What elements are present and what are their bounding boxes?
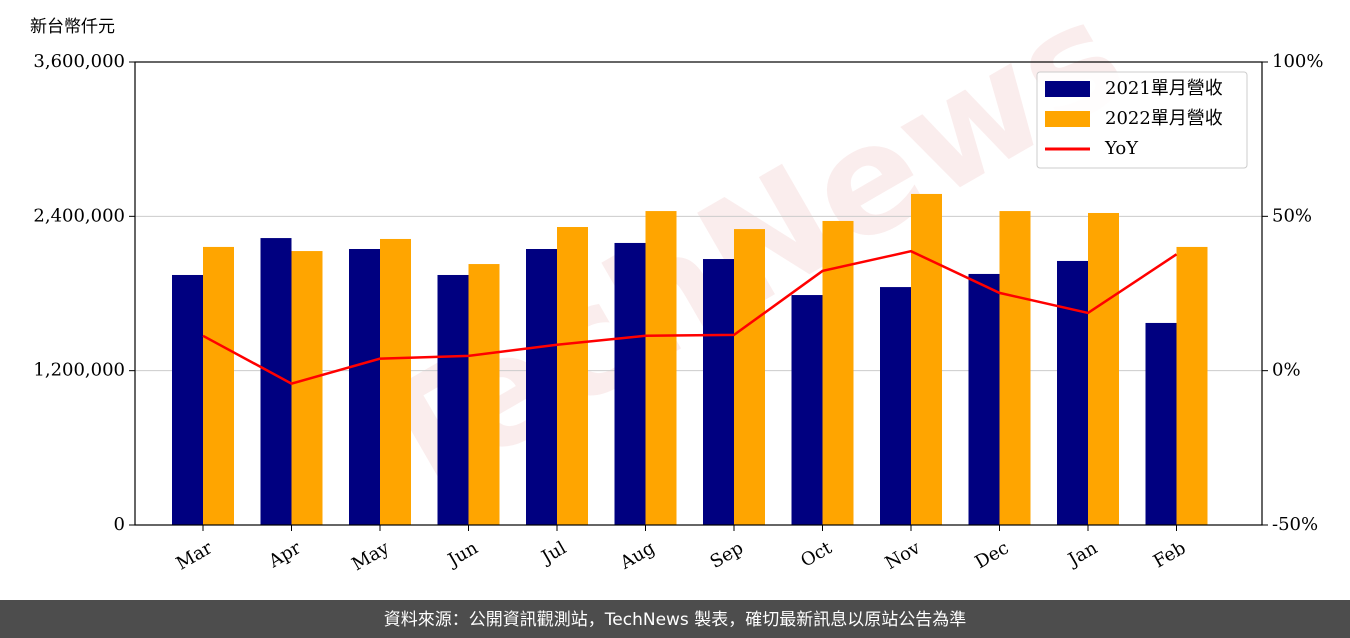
- bar: [1145, 322, 1177, 525]
- y-tick-label: 1,200,000: [33, 360, 125, 381]
- x-tick-label: Apr: [264, 537, 304, 572]
- y-tick-label: 0: [114, 514, 125, 535]
- plot-frame: [134, 61, 1263, 526]
- bar: [791, 295, 823, 525]
- legend: 2021單月營收 2022單月營收 YoY: [1036, 71, 1248, 169]
- footer-text: 資料來源：公開資訊觀測站，TechNews 製表，確切最新訊息以原站公告為準: [384, 610, 966, 630]
- footer-bar: [0, 600, 1350, 638]
- x-tick-label: Feb: [1150, 537, 1190, 572]
- line: [202, 249, 1178, 385]
- bar: [614, 242, 646, 526]
- bar: [437, 274, 469, 525]
- x-tick-label: Jan: [1063, 537, 1101, 571]
- bar: [203, 246, 234, 525]
- bar: [645, 211, 677, 525]
- bar: [291, 251, 323, 525]
- legend-label: 2022單月營收: [1105, 108, 1223, 129]
- bar: [468, 264, 500, 525]
- legend-swatch: [1045, 111, 1090, 127]
- bar: [557, 227, 588, 525]
- legend-swatch: [1045, 81, 1090, 97]
- bar: [380, 238, 411, 526]
- x-tick-label: Aug: [616, 537, 659, 574]
- bar: [822, 220, 854, 526]
- bar: [1057, 260, 1088, 525]
- y-tick-label: 2,400,000: [33, 205, 125, 226]
- x-tick-label: Oct: [797, 537, 836, 572]
- y2-tick-label: 100%: [1272, 51, 1323, 72]
- bar: [172, 274, 203, 525]
- bar: [1176, 246, 1208, 525]
- x-tick-label: Sep: [707, 537, 747, 572]
- bar: [349, 249, 380, 525]
- y2-tick-label: 0%: [1272, 360, 1301, 381]
- bar: [703, 259, 734, 525]
- bar: [526, 249, 557, 525]
- bar: [880, 287, 911, 525]
- bar: [911, 193, 942, 525]
- bar: [1088, 212, 1119, 525]
- legend-label: YoY: [1104, 138, 1139, 159]
- x-tick-label: Jul: [536, 537, 570, 569]
- x-tick-label: Jun: [443, 537, 482, 572]
- y-axis-label: 新台幣仟元: [30, 17, 115, 37]
- bar: [999, 211, 1031, 525]
- x-tick-label: Nov: [882, 537, 925, 574]
- y2-tick-label: 50%: [1272, 205, 1312, 226]
- bar: [734, 229, 765, 525]
- x-tick-label: Dec: [972, 537, 1013, 573]
- y2-tick-label: -50%: [1272, 514, 1318, 535]
- legend-label: 2021單月營收: [1105, 78, 1223, 99]
- x-tick-label: May: [348, 537, 393, 575]
- y-tick-label: 3,600,000: [33, 51, 125, 72]
- x-tick-label: Mar: [173, 537, 217, 574]
- bar: [968, 273, 1000, 525]
